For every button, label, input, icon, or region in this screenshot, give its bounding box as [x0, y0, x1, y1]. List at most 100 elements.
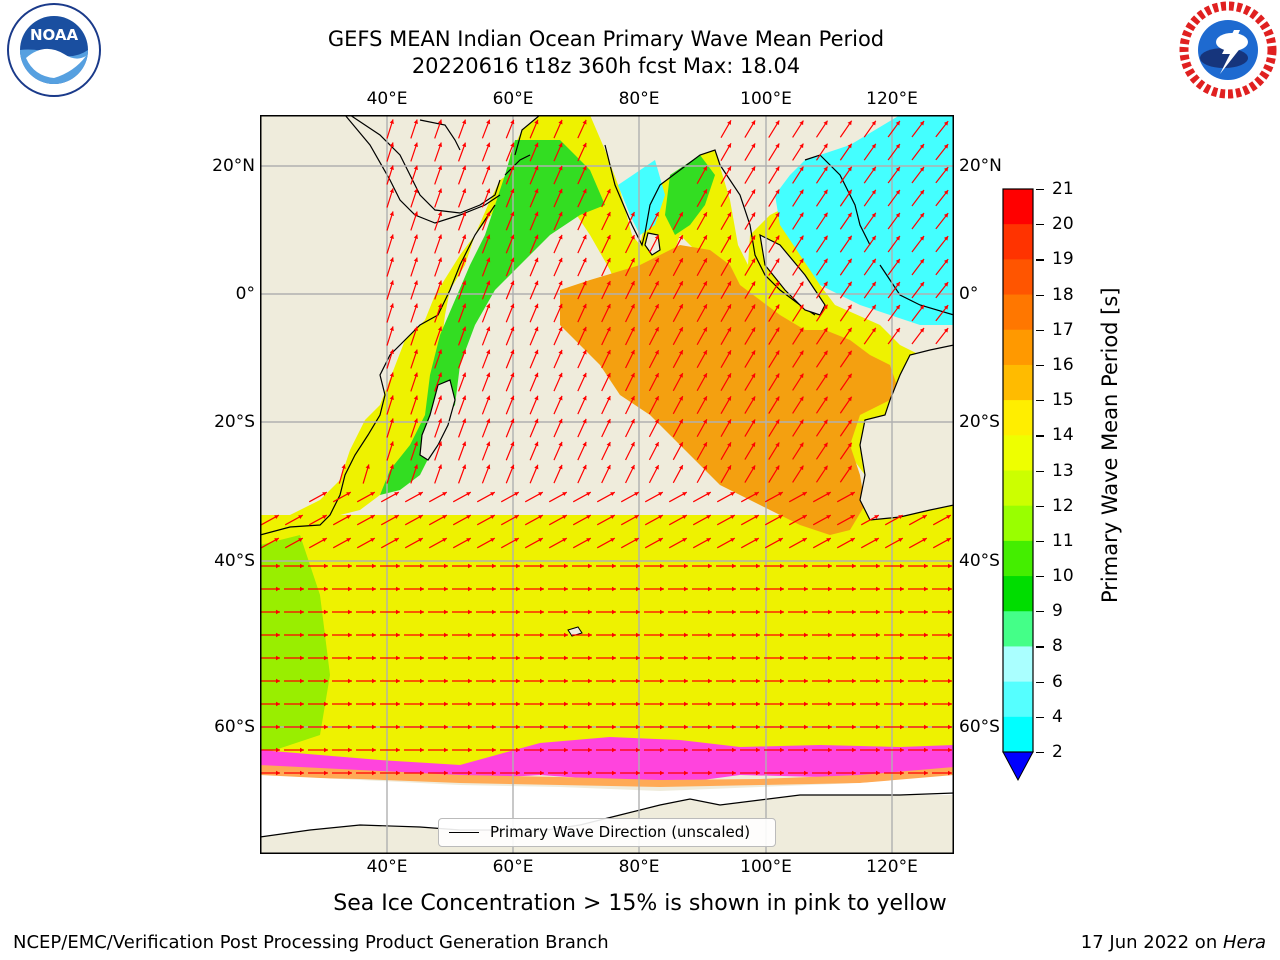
wave-arrow-head: [678, 212, 683, 217]
wave-arrow-head: [823, 212, 828, 218]
wave-arrow-head: [660, 724, 664, 730]
wave-arrow-head: [732, 724, 736, 730]
wave-arrow-head: [610, 515, 615, 520]
wave-arrow-head: [678, 327, 683, 332]
wave-arrow-head: [462, 395, 467, 401]
wave-arrow-head: [606, 211, 611, 217]
wave-arrow-head: [636, 632, 640, 638]
wave-arrow-head: [922, 515, 927, 520]
wave-arrow-head: [895, 166, 900, 172]
wave-arrow-head: [756, 609, 760, 615]
wave-arrow-head: [420, 655, 424, 661]
wave-arrow-head: [702, 350, 707, 355]
wave-arrow-head: [370, 492, 375, 497]
wave-arrow-head: [630, 235, 635, 240]
wave-arrow-head: [534, 257, 539, 263]
wave-arrow-head: [660, 701, 664, 707]
wave-arrow-head: [516, 609, 520, 615]
wave-arrow-head: [780, 632, 784, 638]
wave-arrow-head: [442, 515, 447, 520]
wave-arrow-head: [298, 515, 303, 520]
wave-arrow-head: [610, 492, 615, 497]
wave-arrow-head: [612, 609, 616, 615]
wave-arrow-head: [948, 770, 952, 776]
wave-arrow-head: [852, 747, 856, 753]
lon-tick-top-40: 40°E: [366, 89, 408, 109]
wave-arrow-head: [702, 396, 707, 401]
wave-arrow-head: [276, 609, 280, 615]
wave-arrow-head: [871, 304, 876, 310]
wave-arrow-head: [658, 538, 663, 543]
wave-arrow-head: [900, 632, 904, 638]
wave-arrow-head: [924, 770, 928, 776]
wave-arrow-head: [486, 211, 491, 217]
wave-arrow-head: [630, 419, 635, 424]
lat-tick-left-20n: 20°N: [212, 156, 255, 176]
wave-arrow-head: [413, 372, 418, 377]
wave-arrow-head: [732, 678, 736, 684]
wave-arrow-head: [396, 586, 400, 592]
wave-arrow-head: [943, 144, 949, 149]
wave-arrow-head: [751, 304, 756, 309]
wave-arrow-head: [492, 724, 496, 730]
wave-arrow-head: [346, 515, 351, 520]
wave-arrow-head: [276, 701, 280, 707]
wave-arrow-head: [564, 563, 568, 569]
wave-arrow-head: [775, 419, 780, 425]
wave-arrow-head: [780, 586, 784, 592]
wave-arrow-head: [654, 304, 659, 309]
wave-arrow-head: [654, 350, 659, 355]
wave-arrow-head: [775, 189, 780, 195]
wave-arrow-head: [658, 515, 663, 520]
wave-arrow-head: [943, 328, 949, 333]
wave-arrow-head: [540, 701, 544, 707]
wave-arrow-head: [895, 120, 900, 126]
wave-arrow-head: [924, 747, 928, 753]
colorbar-tick-mark: [1036, 364, 1044, 367]
wave-arrow-head: [324, 563, 328, 569]
wave-arrow-head: [634, 538, 639, 543]
wave-arrow-head: [413, 326, 418, 331]
wave-arrow-head: [516, 724, 520, 730]
wave-arrow-head: [924, 655, 928, 661]
wave-arrow-head: [828, 655, 832, 661]
wave-arrow-head: [394, 492, 399, 497]
wave-arrow-head: [346, 492, 351, 497]
lat-tick-right-60s: 60°S: [959, 717, 1000, 737]
wave-arrow-head: [540, 655, 544, 661]
lon-tick-bottom-60: 60°E: [492, 857, 534, 877]
wave-arrow-head: [413, 257, 418, 262]
wave-arrow-head: [943, 236, 949, 241]
wave-arrow-head: [324, 609, 328, 615]
wave-arrow-head: [636, 655, 640, 661]
wave-direction-arrows: [260, 119, 952, 776]
wave-arrow-head: [612, 770, 616, 776]
wave-arrow-head: [558, 349, 563, 355]
wave-arrow-head: [751, 373, 756, 378]
wave-arrow-head: [444, 724, 448, 730]
wave-arrow-head: [732, 632, 736, 638]
footer-credit: NCEP/EMC/Verification Post Processing Pr…: [13, 932, 609, 953]
colorbar-tick-mark: [1036, 646, 1044, 648]
wave-arrow-head: [775, 442, 780, 448]
wave-arrow-head: [516, 563, 520, 569]
wave-arrow-head: [702, 212, 707, 217]
wave-arrow-head: [558, 142, 563, 148]
wave-arrow-head: [751, 396, 756, 401]
wave-arrow-head: [516, 770, 520, 776]
wave-arrow-head: [871, 120, 876, 126]
wave-arrow-head: [588, 609, 592, 615]
wave-arrow-head: [418, 515, 423, 520]
lon-tick-top-60: 60°E: [492, 89, 534, 109]
wave-arrow-head: [775, 281, 780, 287]
wave-arrow-head: [462, 372, 467, 378]
wave-arrow-head: [708, 586, 712, 592]
coastline-india: [604, 144, 721, 247]
wave-arrow-head: [510, 372, 515, 378]
lon-tick-bottom-40: 40°E: [366, 857, 408, 877]
wave-arrow-head: [727, 120, 731, 125]
wave-arrow-head: [534, 188, 539, 194]
wave-arrow-head: [895, 327, 900, 333]
colorbar-segment: [1003, 681, 1033, 718]
wave-arrow-head: [751, 281, 756, 286]
